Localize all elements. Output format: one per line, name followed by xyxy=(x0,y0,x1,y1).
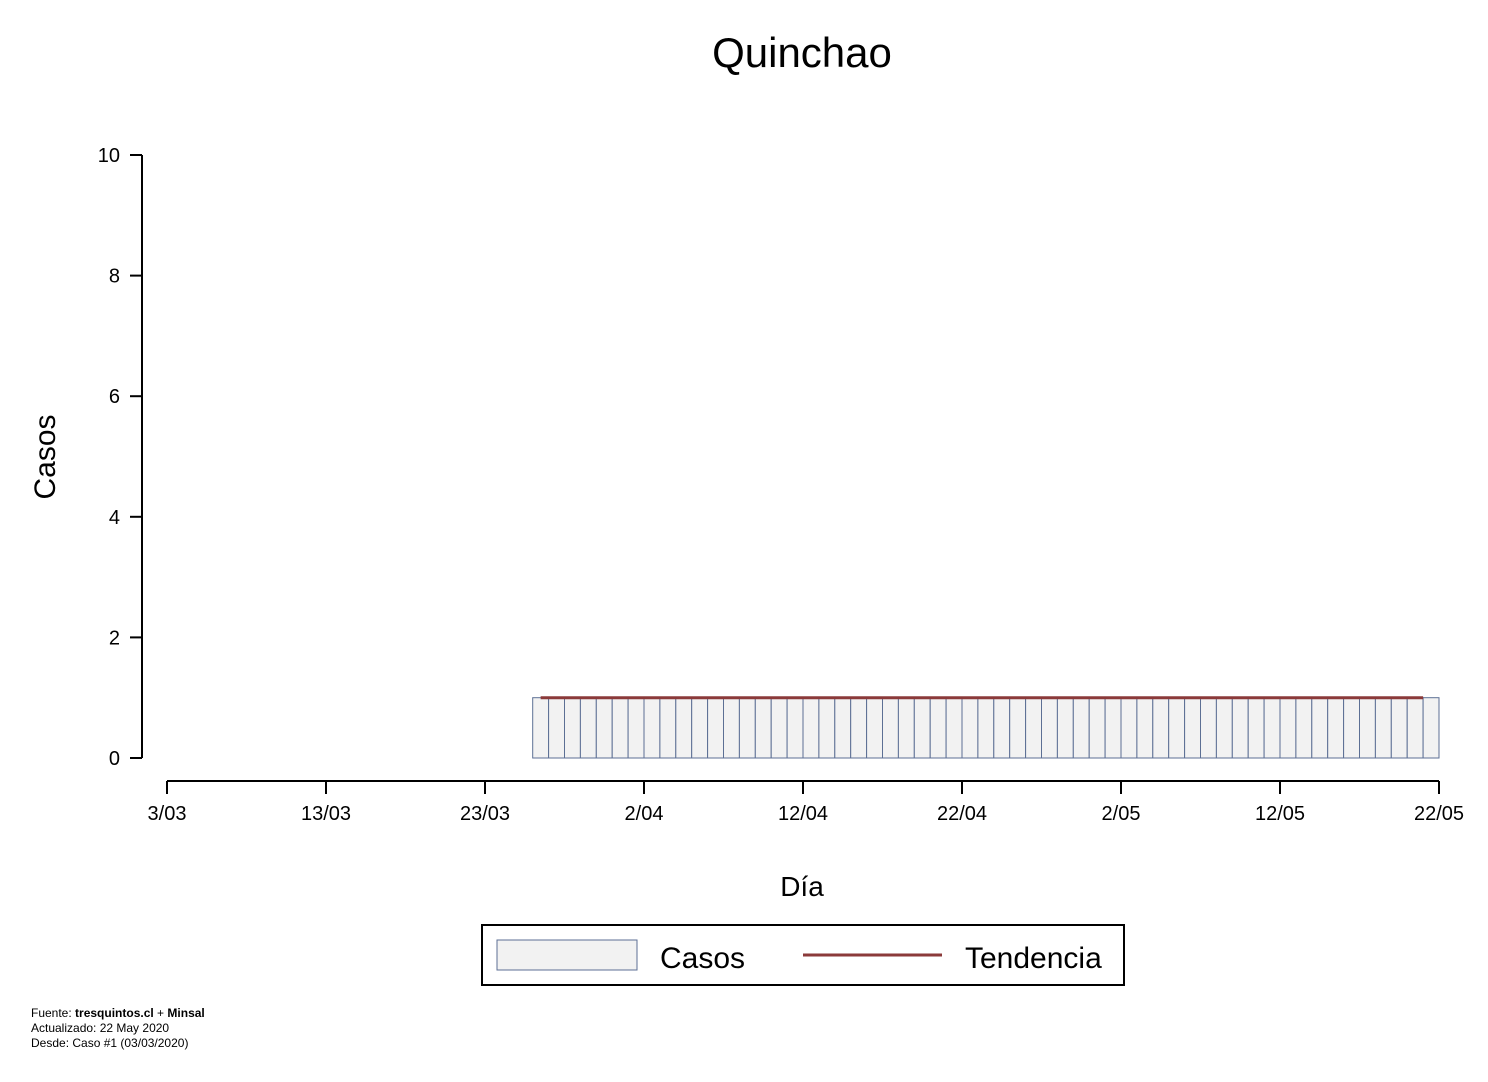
bar xyxy=(929,697,947,759)
x-tick-label: 22/05 xyxy=(1414,803,1464,825)
footer-updated: Actualizado: 22 May 2020 xyxy=(31,1021,170,1035)
y-axis: 0 2 4 6 8 10 xyxy=(98,145,143,770)
bar xyxy=(1200,697,1217,759)
x-tick-label: 12/04 xyxy=(778,803,828,825)
bar xyxy=(1072,697,1090,759)
bar xyxy=(1104,697,1122,759)
bar xyxy=(548,697,565,759)
footer: Fuente: tresquintos.cl + Minsal Actualiz… xyxy=(31,1006,205,1051)
bar xyxy=(1152,697,1170,759)
bar xyxy=(579,697,597,759)
bar xyxy=(564,697,581,759)
y-axis-label: Casos xyxy=(29,414,62,499)
bar xyxy=(1231,697,1249,759)
bar xyxy=(1168,697,1186,759)
y-tick-label: 4 xyxy=(109,507,120,529)
x-tick-label: 23/03 xyxy=(460,803,510,825)
y-tick-label: 0 xyxy=(109,748,120,770)
legend: Casos Tendencia xyxy=(481,924,1125,986)
footer-source-site: tresquintos.cl xyxy=(75,1006,154,1020)
bar xyxy=(897,697,915,759)
chart-title: Quinchao xyxy=(712,29,892,76)
bar xyxy=(1041,697,1058,759)
bar xyxy=(993,697,1011,759)
bar xyxy=(1422,697,1440,759)
bar xyxy=(1390,697,1408,759)
bar xyxy=(1056,697,1074,759)
x-tick-label: 13/03 xyxy=(301,803,351,825)
footer-source-prefix: Fuente: xyxy=(31,1006,76,1020)
bar xyxy=(1374,697,1392,759)
bars-group xyxy=(532,697,1440,759)
y-tick-label: 2 xyxy=(109,627,120,649)
bar xyxy=(1359,697,1376,759)
x-tick-label: 22/04 xyxy=(937,803,987,825)
x-tick-label: 12/05 xyxy=(1255,803,1305,825)
bar xyxy=(754,697,772,759)
bar xyxy=(1295,697,1313,759)
bar xyxy=(1120,697,1138,759)
bar xyxy=(866,697,883,759)
bar xyxy=(802,697,820,759)
bar xyxy=(1343,697,1360,759)
y-tick-label: 6 xyxy=(109,386,120,408)
bar xyxy=(1406,697,1424,759)
bar xyxy=(1215,697,1233,759)
bar xyxy=(961,697,979,759)
bar xyxy=(1263,697,1281,759)
bar xyxy=(1279,697,1297,759)
bar xyxy=(1088,697,1106,759)
bar xyxy=(977,697,995,759)
bar xyxy=(707,697,724,759)
y-tick-label: 10 xyxy=(98,145,120,167)
bar xyxy=(1025,697,1042,759)
bar xyxy=(738,697,756,759)
bar xyxy=(691,697,709,759)
x-tick-label: 2/04 xyxy=(625,803,664,825)
bar xyxy=(1184,697,1201,759)
bar xyxy=(659,697,677,759)
bar xyxy=(945,697,963,759)
legend-label-casos: Casos xyxy=(660,942,745,975)
legend-swatch-casos xyxy=(496,939,638,971)
bar xyxy=(913,697,931,759)
x-axis-label: Día xyxy=(780,871,824,902)
footer-source-join: + xyxy=(153,1006,168,1020)
bar xyxy=(786,697,804,759)
bar xyxy=(1009,697,1027,759)
footer-source: Fuente: tresquintos.cl + Minsal xyxy=(31,1006,205,1021)
x-tick-label: 3/03 xyxy=(148,803,187,825)
bar xyxy=(611,697,629,759)
bar xyxy=(882,697,899,759)
bar xyxy=(834,697,852,759)
bar xyxy=(723,697,740,759)
bar xyxy=(595,697,613,759)
x-tick-label: 2/05 xyxy=(1102,803,1141,825)
y-tick-label: 8 xyxy=(109,266,120,288)
bar xyxy=(850,697,868,759)
x-axis: 3/03 13/03 23/03 2/04 12/04 22/04 2/05 12/05 22/… xyxy=(148,780,1464,825)
bar xyxy=(1136,697,1154,759)
bar xyxy=(675,697,693,759)
bar xyxy=(1247,697,1265,759)
footer-source-org: Minsal xyxy=(167,1006,205,1020)
bar xyxy=(818,697,836,759)
bar xyxy=(1311,697,1329,759)
bar xyxy=(1327,697,1345,759)
footer-since: Desde: Caso #1 (03/03/2020) xyxy=(31,1036,189,1050)
bar xyxy=(627,697,645,759)
bar xyxy=(532,697,550,759)
bar xyxy=(643,697,661,759)
bar xyxy=(770,697,788,759)
legend-label-tendencia: Tendencia xyxy=(965,942,1102,975)
